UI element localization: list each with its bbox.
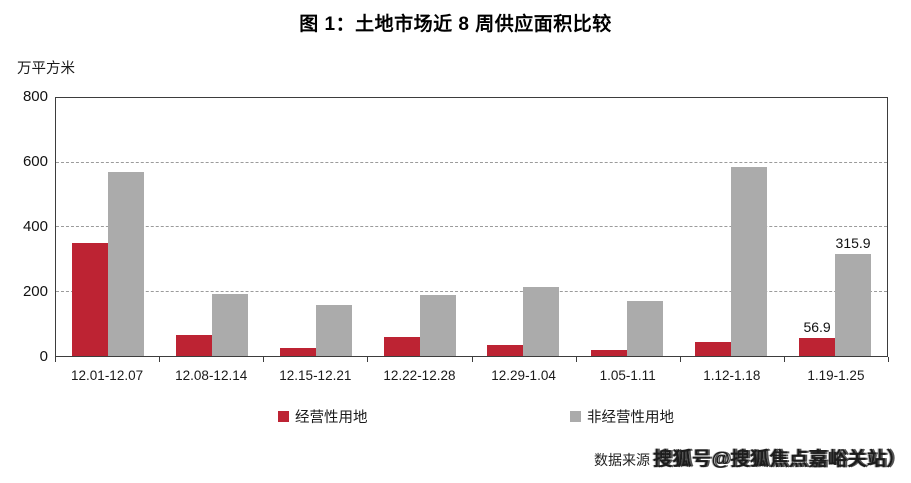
bar-group-12.29-1.04 [472, 98, 576, 356]
x-tick [575, 357, 577, 362]
x-tick [471, 357, 473, 362]
bar-经营性用地-1.05-1.11 [591, 349, 628, 356]
x-tick [55, 357, 56, 362]
legend-label: 非经营性用地 [587, 410, 674, 426]
x-tick [367, 357, 369, 362]
legend: 经营性用地 非经营性用地 [55, 406, 888, 426]
bar-经营性用地-12.22-12.28 [383, 336, 420, 356]
x-axis-labels: 12.01-12.07 12.08-12.14 12.15-12.21 12.22-1… [55, 368, 888, 383]
x-tick [263, 357, 265, 362]
bar-非经营性用地-12.22-12.28 [419, 294, 456, 356]
y-axis-unit-label: 万平方米 [17, 61, 75, 77]
x-tick [159, 357, 161, 362]
bar-value-label: 56.9 [803, 318, 831, 335]
x-label-12.15-12.21: 12.15-12.21 [279, 368, 352, 383]
x-tick [888, 357, 889, 362]
bar-经营性用地-1.12-1.18 [695, 341, 732, 356]
bar-非经营性用地-12.01-12.07 [107, 172, 144, 356]
bar-非经营性用地-1.05-1.11 [627, 301, 664, 356]
bar-经营性用地-1.19-1.25: 56.9 [799, 319, 836, 356]
y-tick-label-800: 800 [22, 88, 48, 105]
legend-swatch-icon [278, 411, 289, 422]
bar-非经营性用地-12.08-12.14 [211, 293, 248, 356]
x-label-12.29-1.04: 12.29-1.04 [491, 368, 556, 383]
bar-经营性用地-12.08-12.14 [175, 335, 212, 356]
gridline-200 [56, 290, 887, 292]
x-label-1.12-1.18: 1.12-1.18 [703, 368, 761, 383]
bar-经营性用地-12.29-1.04 [487, 344, 524, 356]
bar-经营性用地-12.15-12.21 [279, 347, 316, 356]
y-tick-label-600: 600 [22, 153, 48, 170]
bar-非经营性用地-1.12-1.18 [731, 167, 768, 356]
bar-非经营性用地-12.15-12.21 [315, 305, 352, 356]
legend-item-经营性用地: 经营性用地 [278, 406, 368, 427]
bar-group-1.19-1.25: 56.9 315.9 [783, 98, 887, 356]
bar-非经营性用地-12.29-1.04 [523, 287, 560, 356]
y-tick-label-400: 400 [22, 218, 48, 235]
bar-group-1.05-1.11 [575, 98, 679, 356]
chart-title: 图 1：土地市场近 8 周供应面积比较 [299, 14, 612, 35]
bar-group-12.08-12.14 [160, 98, 264, 356]
bar-经营性用地-12.01-12.07 [71, 243, 108, 356]
legend-item-非经营性用地: 非经营性用地 [570, 406, 674, 427]
bar-group-12.15-12.21 [264, 98, 368, 356]
y-tick-label-0: 0 [39, 348, 48, 365]
legend-label: 经营性用地 [295, 410, 368, 426]
x-axis-ticks [55, 357, 889, 363]
plot-area: 56.9 315.9 [55, 97, 888, 357]
data-source-label: 数据来源 [593, 452, 650, 468]
bar-group-12.01-12.07 [56, 98, 160, 356]
gridline-400 [56, 226, 887, 227]
x-label-1.19-1.25: 1.19-1.25 [807, 368, 865, 383]
bar-value-label: 315.9 [835, 235, 871, 252]
x-label-12.01-12.07: 12.01-12.07 [71, 368, 144, 383]
gridline-600 [56, 161, 887, 163]
x-tick [679, 357, 681, 362]
x-tick [783, 357, 785, 362]
source-note: 数据来源 搜狐号@搜狐焦点嘉峪关站） [594, 444, 906, 471]
legend-swatch-icon [570, 411, 581, 422]
x-label-12.08-12.14: 12.08-12.14 [175, 368, 248, 383]
x-label-12.22-12.28: 12.22-12.28 [383, 368, 456, 383]
bar-非经营性用地-1.19-1.25: 315.9 [835, 235, 872, 356]
watermark-text: 搜狐号@搜狐焦点嘉峪关站） [652, 449, 906, 470]
y-tick-label-200: 200 [22, 283, 48, 300]
bar-group-1.12-1.18 [679, 98, 783, 356]
x-label-1.05-1.11: 1.05-1.11 [599, 368, 656, 383]
bar-group-12.22-12.28 [368, 98, 472, 356]
